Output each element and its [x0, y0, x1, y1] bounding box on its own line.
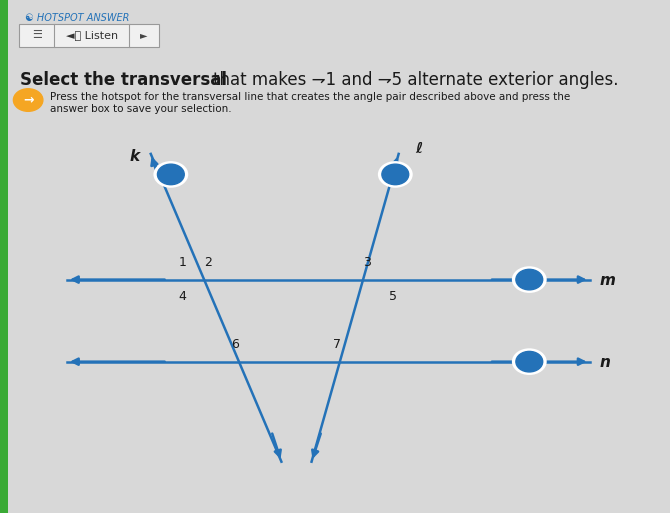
Text: n: n	[600, 355, 610, 370]
Text: ☯ HOTSPOT ANSWER: ☯ HOTSPOT ANSWER	[25, 13, 130, 23]
Circle shape	[378, 161, 413, 188]
Bar	[0, 0, 8, 513]
Text: answer box to save your selection.: answer box to save your selection.	[50, 104, 232, 114]
Text: 2: 2	[204, 256, 212, 269]
Circle shape	[13, 89, 43, 111]
Text: →: →	[23, 93, 34, 107]
Text: m: m	[600, 273, 616, 288]
Circle shape	[382, 164, 409, 185]
FancyBboxPatch shape	[129, 24, 159, 47]
FancyBboxPatch shape	[54, 24, 130, 47]
Text: 5: 5	[389, 290, 397, 303]
FancyBboxPatch shape	[19, 24, 55, 47]
Text: ℓ: ℓ	[415, 141, 423, 156]
Circle shape	[516, 351, 543, 372]
Text: that makes ⇁1 and ⇁5 alternate exterior angles.: that makes ⇁1 and ⇁5 alternate exterior …	[213, 71, 618, 89]
Text: 4: 4	[178, 290, 186, 303]
Text: 7: 7	[333, 339, 341, 351]
Circle shape	[512, 348, 547, 375]
Text: Select the transversal: Select the transversal	[20, 71, 227, 89]
Circle shape	[512, 266, 547, 293]
Text: k: k	[129, 149, 139, 164]
Text: ◄⧉ Listen: ◄⧉ Listen	[66, 30, 118, 41]
Text: 3: 3	[362, 256, 371, 269]
Text: ☰: ☰	[32, 30, 42, 41]
Circle shape	[516, 269, 543, 290]
Circle shape	[157, 164, 184, 185]
Circle shape	[153, 161, 188, 188]
Text: 6: 6	[231, 339, 239, 351]
Text: Press the hotspot for the transversal line that creates the angle pair described: Press the hotspot for the transversal li…	[50, 92, 570, 102]
Text: 1: 1	[178, 256, 186, 269]
Text: ►: ►	[140, 30, 148, 41]
